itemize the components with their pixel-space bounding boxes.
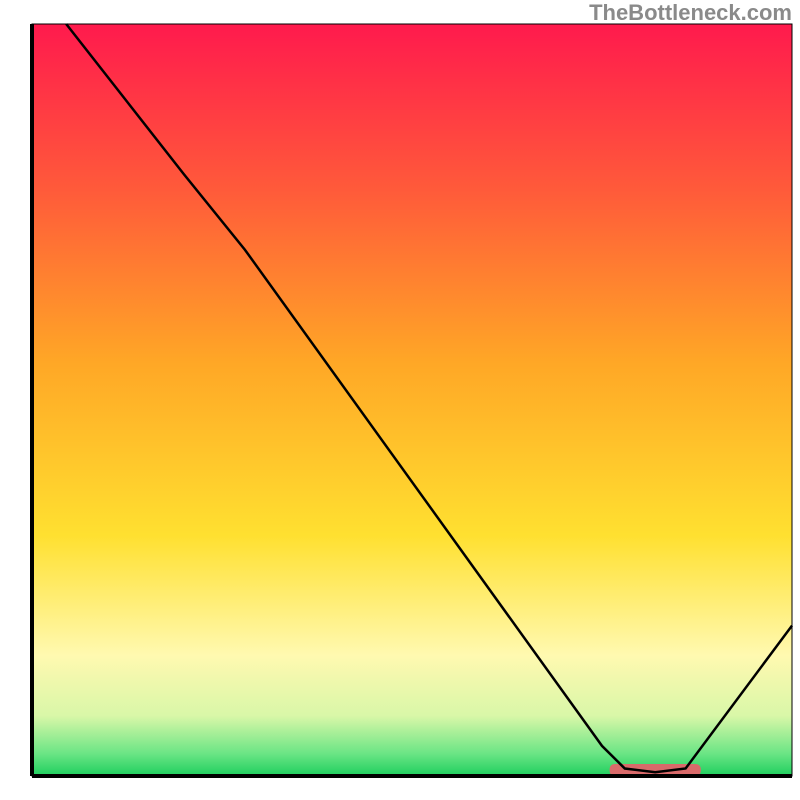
watermark-text: TheBottleneck.com [589,0,792,26]
bottleneck-chart [0,0,800,800]
plot-background [32,24,792,776]
chart-container: TheBottleneck.com [0,0,800,800]
